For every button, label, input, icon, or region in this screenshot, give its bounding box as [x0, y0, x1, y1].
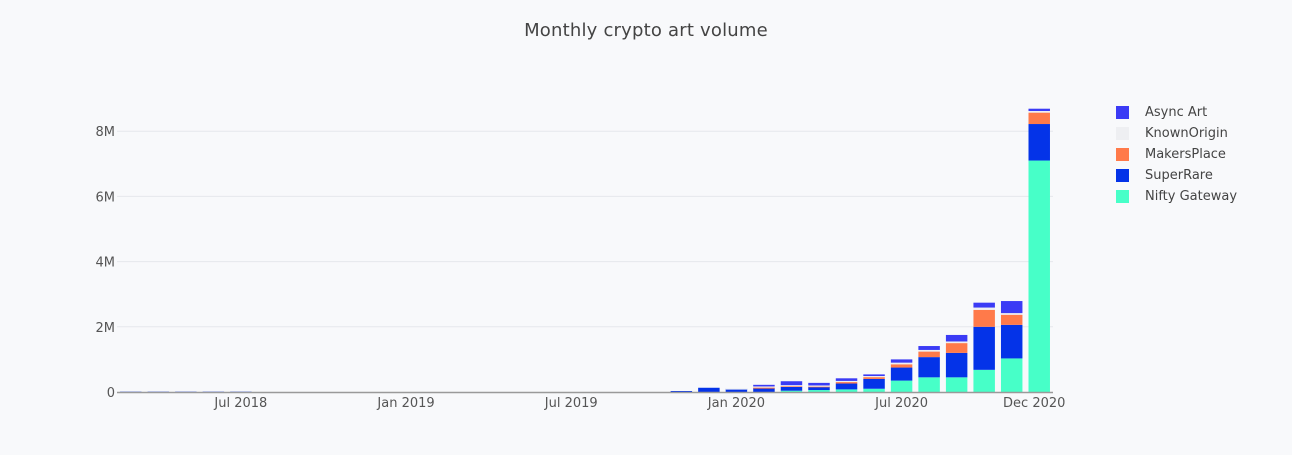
legend-swatch-icon — [1116, 127, 1129, 140]
bar-segment-async-art[interactable] — [890, 359, 913, 363]
bar-segment-superrare[interactable] — [670, 391, 693, 393]
y-tick-label: 8M — [96, 125, 116, 140]
legend-label: Nifty Gateway — [1145, 189, 1238, 204]
legend-label: SuperRare — [1145, 168, 1213, 183]
bar-segment-nifty-gateway[interactable] — [890, 380, 913, 392]
y-tick-label: 6M — [96, 190, 116, 205]
bar-segment-knownorigin[interactable] — [753, 386, 775, 388]
bar-segment-async-art[interactable] — [835, 378, 858, 381]
bar-segment-makersplace[interactable] — [945, 343, 968, 353]
bar-segment-makersplace[interactable] — [1028, 112, 1050, 125]
legend: Async Art KnownOrigin MakersPlace SuperRare… — [1116, 102, 1237, 207]
gridlines — [117, 130, 1053, 328]
bar-segment-makersplace[interactable] — [918, 351, 940, 358]
bar-segment-superrare[interactable] — [835, 383, 858, 390]
legend-item-nifty-gateway[interactable]: Nifty Gateway — [1116, 186, 1237, 207]
bar-segment-async-art[interactable] — [780, 381, 803, 386]
bar-segment-nifty-gateway[interactable] — [973, 369, 995, 392]
bar-segment-async-art[interactable] — [863, 374, 885, 377]
chart-title: Monthly crypto art volume — [524, 20, 768, 41]
bar-segment-superrare[interactable] — [918, 357, 940, 378]
bar-segment-nifty-gateway[interactable] — [808, 390, 830, 392]
bar-series[interactable] — [120, 108, 1050, 393]
bar-segment-async-art[interactable] — [808, 382, 830, 386]
x-tick-label: Jul 2020 — [874, 396, 928, 411]
bar-segment-makersplace[interactable] — [973, 309, 995, 327]
bar-segment-nifty-gateway[interactable] — [863, 388, 885, 392]
bar-segment-async-art[interactable] — [1028, 108, 1050, 111]
bar-segment-makersplace[interactable] — [753, 387, 775, 389]
legend-item-async-art[interactable]: Async Art — [1116, 102, 1237, 123]
x-tick-label: Jan 2020 — [707, 396, 765, 411]
bar-segment-knownorigin[interactable] — [918, 349, 940, 352]
bar-segment-superrare[interactable] — [1000, 324, 1023, 359]
bar-segment-knownorigin[interactable] — [835, 380, 858, 383]
bar-segment-nifty-gateway[interactable] — [1028, 160, 1050, 392]
bar-segment-knownorigin[interactable] — [808, 385, 830, 387]
bar-segment-superrare[interactable] — [808, 386, 830, 391]
legend-item-knownorigin[interactable]: KnownOrigin — [1116, 123, 1237, 144]
bar-segment-knownorigin[interactable] — [945, 341, 968, 344]
bar-segment-makersplace[interactable] — [808, 386, 830, 388]
legend-swatch-icon — [1116, 169, 1129, 182]
bar-segment-async-art[interactable] — [918, 346, 940, 350]
x-tick-label: Jul 2019 — [544, 396, 598, 411]
legend-swatch-icon — [1116, 148, 1129, 161]
bar-segment-knownorigin[interactable] — [1000, 313, 1023, 315]
bar-segment-knownorigin[interactable] — [863, 376, 885, 378]
bar-segment-superrare[interactable] — [753, 388, 775, 392]
bar-segment-async-art[interactable] — [1000, 301, 1023, 314]
bar-segment-nifty-gateway[interactable] — [1000, 358, 1023, 392]
legend-label: KnownOrigin — [1145, 126, 1228, 141]
bar-segment-superrare[interactable] — [780, 386, 803, 391]
bar-segment-superrare[interactable] — [973, 326, 995, 370]
bar-segment-knownorigin[interactable] — [1028, 110, 1050, 113]
bar-segment-superrare[interactable] — [698, 387, 720, 392]
x-tick-label: Jul 2018 — [213, 396, 267, 411]
x-tick-label: Dec 2020 — [1003, 396, 1065, 411]
y-tick-label: 0 — [107, 386, 115, 401]
legend-label: Async Art — [1145, 105, 1208, 120]
bar-segment-superrare[interactable] — [945, 352, 968, 378]
y-tick-label: 4M — [96, 256, 116, 271]
y-tick-label: 2M — [96, 321, 116, 336]
bar-segment-makersplace[interactable] — [890, 364, 913, 368]
legend-label: MakersPlace — [1145, 147, 1226, 162]
bar-segment-nifty-gateway[interactable] — [780, 390, 803, 392]
bar-segment-knownorigin[interactable] — [973, 307, 995, 310]
bar-segment-async-art[interactable] — [753, 384, 775, 387]
bar-segment-nifty-gateway[interactable] — [918, 377, 940, 392]
legend-item-makersplace[interactable]: MakersPlace — [1116, 144, 1237, 165]
bar-segment-knownorigin[interactable] — [890, 362, 913, 365]
bar-segment-nifty-gateway[interactable] — [835, 389, 858, 392]
bar-segment-nifty-gateway[interactable] — [945, 377, 968, 392]
legend-swatch-icon — [1116, 190, 1129, 203]
legend-item-superrare[interactable]: SuperRare — [1116, 165, 1237, 186]
axes: 0 2M 4M 6M 8M Jul 2018 Jan 2019 Jul 2019 Jan 202… — [96, 125, 1066, 411]
bar-segment-makersplace[interactable] — [1000, 314, 1023, 325]
bar-segment-knownorigin[interactable] — [725, 388, 748, 390]
bar-segment-makersplace[interactable] — [780, 385, 803, 388]
bar-segment-superrare[interactable] — [890, 367, 913, 381]
bar-segment-async-art[interactable] — [945, 334, 968, 342]
bar-segment-knownorigin[interactable] — [780, 385, 803, 387]
bar-segment-makersplace[interactable] — [835, 381, 858, 384]
legend-swatch-icon — [1116, 106, 1129, 119]
bar-segment-async-art[interactable] — [973, 302, 995, 308]
bar-segment-superrare[interactable] — [1028, 124, 1050, 161]
bar-segment-superrare[interactable] — [863, 378, 885, 389]
bar-segment-superrare[interactable] — [725, 388, 748, 392]
x-tick-label: Jan 2019 — [376, 396, 434, 411]
bar-segment-makersplace[interactable] — [863, 377, 885, 379]
